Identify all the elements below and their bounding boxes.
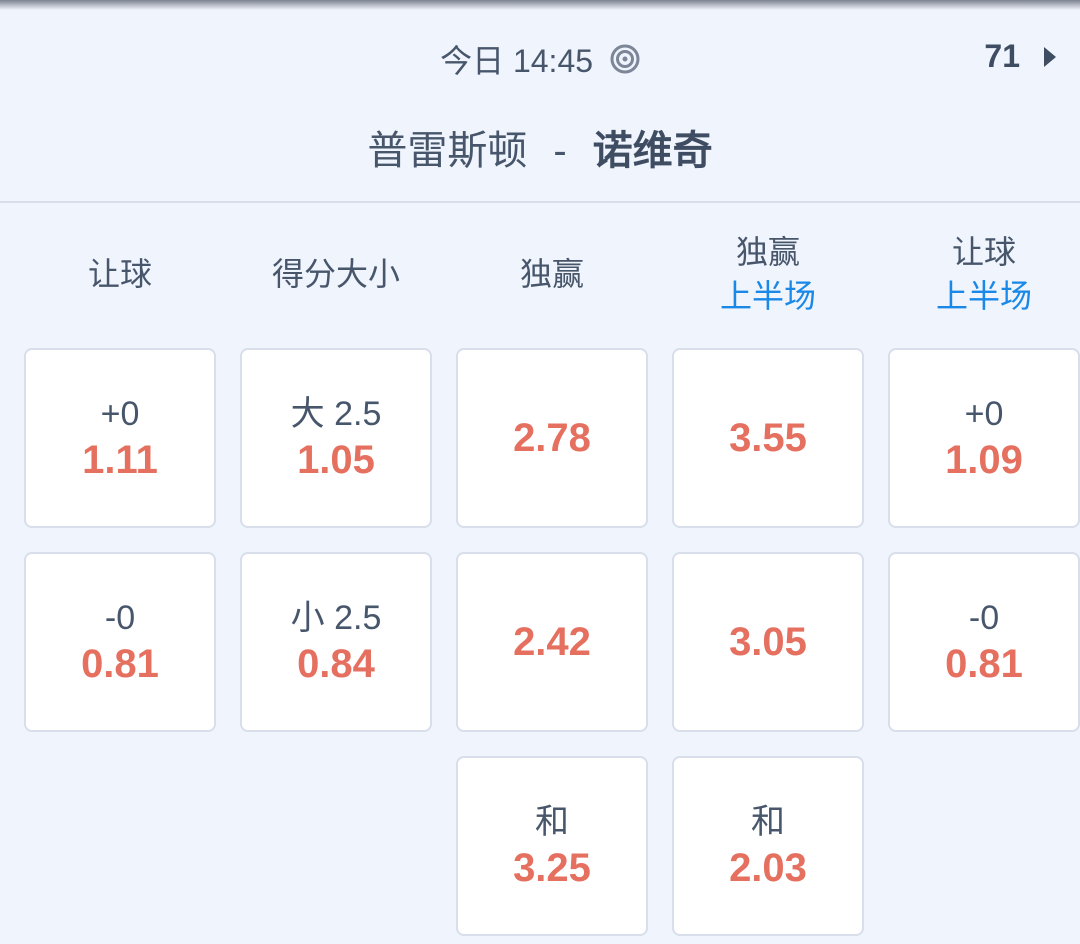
odds-button[interactable]: 2.78 bbox=[456, 348, 648, 528]
odds-label: -0 bbox=[968, 599, 1000, 637]
header-divider bbox=[0, 201, 1080, 203]
column-header: 得分大小 bbox=[236, 252, 436, 296]
column-subtitle: 上半场 bbox=[935, 278, 1032, 314]
away-team: 诺维奇 bbox=[592, 129, 713, 173]
odds-value: 3.55 bbox=[729, 416, 807, 460]
target-icon[interactable] bbox=[610, 44, 640, 74]
odds-value: 0.81 bbox=[945, 642, 1023, 686]
odds-value: 1.11 bbox=[82, 438, 158, 482]
column-title: 得分大小 bbox=[271, 256, 400, 292]
team-separator: - bbox=[553, 129, 567, 173]
odds-label: 和 bbox=[535, 803, 569, 841]
odds-label: 大 2.5 bbox=[290, 395, 382, 433]
column-header: 独赢 bbox=[452, 252, 652, 296]
odds-button[interactable]: 小 2.5 0.84 bbox=[240, 552, 432, 732]
odds-label: +0 bbox=[100, 395, 140, 433]
top-shadow bbox=[0, 0, 1080, 10]
odds-label: 和 bbox=[751, 803, 785, 841]
column-header: 独赢 上半场 bbox=[668, 230, 868, 318]
odds-button[interactable]: +0 1.09 bbox=[888, 348, 1080, 528]
column-subtitle: 上半场 bbox=[719, 278, 816, 314]
column-header: 让球 bbox=[20, 252, 220, 296]
home-team: 普雷斯顿 bbox=[367, 129, 528, 173]
odds-button[interactable]: -0 0.81 bbox=[888, 552, 1080, 732]
odds-button[interactable]: 和 3.25 bbox=[456, 756, 648, 936]
odds-value: 1.09 bbox=[945, 438, 1023, 482]
column-title: 独赢 bbox=[735, 234, 800, 270]
odds-value: 2.78 bbox=[513, 416, 591, 460]
odds-button[interactable]: 3.55 bbox=[672, 348, 864, 528]
odds-label: 小 2.5 bbox=[290, 599, 382, 637]
odds-label: -0 bbox=[104, 599, 136, 637]
odds-value: 3.05 bbox=[729, 620, 807, 664]
odds-value: 2.42 bbox=[513, 620, 591, 664]
odds-button[interactable]: 3.05 bbox=[672, 552, 864, 732]
odds-value: 2.03 bbox=[729, 846, 807, 890]
column-title: 让球 bbox=[951, 234, 1016, 270]
odds-value: 0.84 bbox=[297, 642, 375, 686]
column-title: 独赢 bbox=[519, 256, 584, 292]
odds-button[interactable]: 大 2.5 1.05 bbox=[240, 348, 432, 528]
match-time-text: 今日 14:45 bbox=[440, 43, 594, 79]
odds-label: +0 bbox=[964, 395, 1004, 433]
odds-button[interactable]: 和 2.03 bbox=[672, 756, 864, 936]
odds-value: 0.81 bbox=[81, 642, 159, 686]
odds-value: 3.25 bbox=[513, 846, 591, 890]
odds-value: 1.05 bbox=[297, 438, 375, 482]
triangle-right-icon[interactable] bbox=[1044, 47, 1056, 67]
match-teams: 普雷斯顿 - 诺维奇 bbox=[0, 118, 1080, 176]
odds-button[interactable]: -0 0.81 bbox=[24, 552, 216, 732]
column-title: 让球 bbox=[87, 256, 152, 292]
column-header: 让球 上半场 bbox=[884, 230, 1080, 318]
match-time: 今日 14:45 bbox=[0, 36, 1080, 82]
odds-button[interactable]: 2.42 bbox=[456, 552, 648, 732]
match-minute[interactable]: 71 bbox=[984, 38, 1020, 74]
odds-button[interactable]: +0 1.11 bbox=[24, 348, 216, 528]
